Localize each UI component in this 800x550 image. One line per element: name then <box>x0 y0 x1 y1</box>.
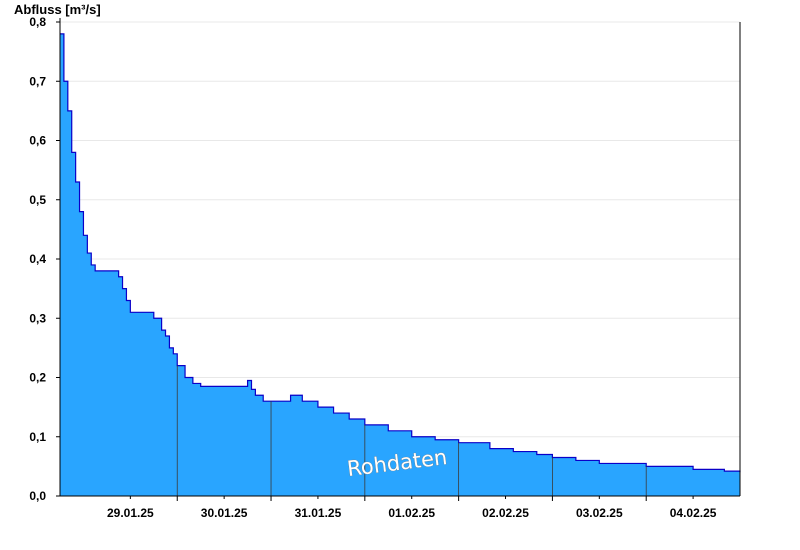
y-tick-label: 0,4 <box>29 252 46 266</box>
y-tick-label: 0,1 <box>29 430 46 444</box>
x-tick-label: 30.01.25 <box>201 506 248 520</box>
axes <box>59 18 741 497</box>
x-tick-label: 31.01.25 <box>295 506 342 520</box>
y-tick-label: 0,6 <box>29 134 46 148</box>
y-tick-label: 0,8 <box>29 15 46 29</box>
x-tick-label: 04.02.25 <box>670 506 717 520</box>
y-ticks: 0,0 0,1 0,2 0,3 0,4 0,5 0,6 0,7 0,8 <box>29 15 60 503</box>
y-tick-label: 0,7 <box>29 74 46 88</box>
y-tick-label: 0,3 <box>29 311 46 325</box>
x-tick-label: 02.02.25 <box>482 506 529 520</box>
x-tick-label: 03.02.25 <box>576 506 623 520</box>
x-ticks: 29.01.25 30.01.25 31.01.25 01.02.25 02.02.25… <box>107 496 717 520</box>
y-tick-label: 0,0 <box>29 489 46 503</box>
y-tick-label: 0,5 <box>29 193 46 207</box>
x-tick-label: 29.01.25 <box>107 506 154 520</box>
discharge-area <box>60 33 740 496</box>
y-axis-label: Abfluss [m³/s] <box>14 2 101 17</box>
area-layer <box>60 33 741 496</box>
discharge-line <box>60 33 741 473</box>
x-tick-label: 01.02.25 <box>388 506 435 520</box>
y-tick-label: 0,2 <box>29 371 46 385</box>
day-separators <box>176 365 647 496</box>
